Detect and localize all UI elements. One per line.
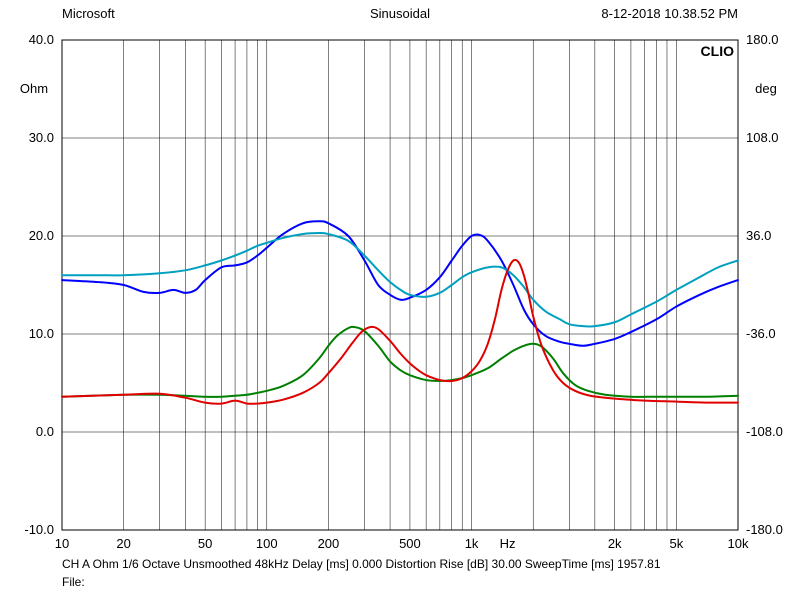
chart-container: Microsoft Sinusoidal 8-12-2018 10.38.52 PM… — [0, 0, 800, 600]
footer-line-2: File: — [62, 575, 85, 589]
series-blue — [62, 221, 738, 346]
x-unit-label: Hz — [500, 536, 516, 551]
y-left-unit: Ohm — [20, 81, 48, 96]
x-tick-label: 20 — [116, 536, 130, 551]
y-right-tick-label: -36.0 — [746, 326, 776, 341]
y-left-tick-label: 30.0 — [29, 130, 54, 145]
header-right: 8-12-2018 10.38.52 PM — [601, 6, 738, 21]
series-green — [62, 327, 738, 397]
header-left: Microsoft — [62, 6, 115, 21]
plot-border — [62, 40, 738, 530]
x-tick-label: 2k — [608, 536, 622, 551]
y-right-tick-label: -108.0 — [746, 424, 783, 439]
x-tick-label: 50 — [198, 536, 212, 551]
x-tick-label: 1k — [465, 536, 479, 551]
header-center: Sinusoidal — [370, 6, 430, 21]
y-right-tick-label: 180.0 — [746, 32, 779, 47]
y-left-tick-label: 0.0 — [36, 424, 54, 439]
series-red — [62, 260, 738, 404]
y-left-tick-label: -10.0 — [24, 522, 54, 537]
y-right-tick-label: 108.0 — [746, 130, 779, 145]
y-left-tick-label: 20.0 — [29, 228, 54, 243]
y-left-tick-label: 10.0 — [29, 326, 54, 341]
y-right-tick-label: -180.0 — [746, 522, 783, 537]
series-cyan — [62, 233, 738, 327]
x-tick-label: 100 — [256, 536, 278, 551]
x-tick-label: 5k — [669, 536, 683, 551]
watermark: CLIO — [701, 43, 735, 59]
x-tick-label: 500 — [399, 536, 421, 551]
x-tick-label: 200 — [318, 536, 340, 551]
y-right-unit: deg — [755, 81, 777, 96]
x-tick-label: 10k — [728, 536, 749, 551]
y-left-tick-label: 40.0 — [29, 32, 54, 47]
measurement-chart: Microsoft Sinusoidal 8-12-2018 10.38.52 PM… — [0, 0, 800, 600]
y-right-tick-label: 36.0 — [746, 228, 771, 243]
footer-line-1: CH A Ohm 1/6 Octave Unsmoothed 48kHz Del… — [62, 557, 661, 571]
x-tick-label: 10 — [55, 536, 69, 551]
